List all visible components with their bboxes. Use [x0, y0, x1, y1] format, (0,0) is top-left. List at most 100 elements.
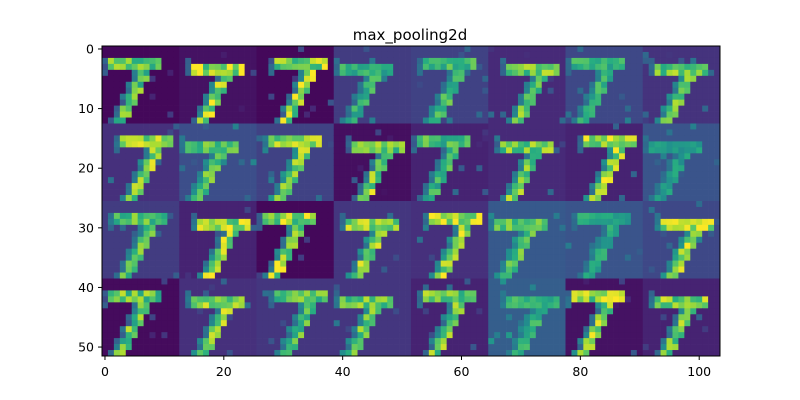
heatmap-cell	[369, 69, 376, 77]
heatmap-cell	[345, 254, 352, 261]
heatmap-cell	[179, 332, 186, 339]
heatmap-cell	[411, 326, 418, 333]
heatmap-cell	[357, 201, 364, 208]
heatmap-cell	[434, 46, 442, 53]
heatmap-cell	[559, 117, 566, 124]
heatmap-cell	[577, 75, 584, 83]
heatmap-cell	[613, 75, 620, 83]
heatmap-cell	[488, 111, 495, 118]
heatmap-cell	[339, 177, 346, 184]
heatmap-cell	[458, 183, 465, 190]
heatmap-cell	[381, 165, 388, 172]
heatmap-cell	[547, 87, 554, 95]
heatmap-cell	[167, 57, 174, 65]
heatmap-cell	[482, 224, 489, 232]
heatmap-cell	[470, 332, 477, 339]
heatmap-cell	[262, 75, 269, 83]
heatmap-cell	[131, 296, 138, 303]
heatmap-cell	[387, 63, 394, 71]
heatmap-cell	[512, 141, 519, 148]
heatmap-cell	[345, 51, 352, 59]
heatmap-cell	[565, 159, 572, 166]
heatmap-cell	[208, 165, 216, 172]
heatmap-cell	[191, 69, 198, 77]
heatmap-cell	[488, 260, 495, 267]
heatmap-cell	[339, 51, 346, 59]
heatmap-cell	[309, 141, 317, 148]
heatmap-cell	[678, 46, 685, 53]
heatmap-cell	[155, 224, 162, 232]
heatmap-cell	[660, 165, 667, 172]
heatmap-cell	[214, 308, 222, 315]
heatmap-cell	[458, 332, 465, 339]
heatmap-cell	[618, 177, 626, 184]
heatmap-cell	[666, 51, 673, 59]
heatmap-cell	[238, 224, 245, 232]
heatmap-cell	[428, 129, 436, 136]
heatmap-cell	[107, 260, 115, 267]
heatmap-cell	[137, 260, 144, 267]
heatmap-cell	[601, 183, 608, 190]
heatmap-cell	[107, 183, 115, 190]
heatmap-cell	[571, 242, 578, 250]
heatmap-cell	[357, 260, 364, 267]
heatmap-cell	[244, 57, 251, 65]
heatmap-cell	[286, 129, 293, 136]
heatmap-cell	[131, 105, 138, 112]
heatmap-cell	[369, 332, 376, 339]
heatmap-cell	[506, 206, 513, 214]
heatmap-cell	[630, 141, 638, 148]
heatmap-cell	[642, 99, 650, 106]
heatmap-cell	[167, 242, 174, 250]
heatmap-cell	[690, 218, 697, 226]
heatmap-cell	[411, 314, 418, 321]
heatmap-cell	[690, 63, 697, 71]
heatmap-cell	[137, 75, 144, 83]
heatmap-cell	[107, 141, 115, 148]
feature-map-tile-23	[565, 201, 644, 279]
heatmap-cell	[286, 171, 293, 178]
heatmap-cell	[690, 81, 697, 89]
heatmap-cell	[119, 230, 127, 238]
heatmap-cell	[565, 147, 572, 154]
heatmap-cell	[440, 308, 447, 315]
heatmap-cell	[119, 46, 127, 53]
heatmap-cell	[630, 81, 638, 89]
heatmap-cell	[167, 177, 174, 184]
heatmap-cell	[357, 326, 364, 333]
heatmap-cell	[125, 206, 133, 214]
heatmap-cell	[387, 165, 394, 172]
heatmap-cell	[357, 105, 364, 112]
heatmap-cell	[488, 284, 495, 291]
heatmap-cell	[280, 224, 287, 232]
heatmap-cell	[137, 105, 144, 112]
heatmap-cell	[351, 290, 358, 297]
heatmap-cell	[375, 302, 382, 309]
heatmap-cell	[309, 248, 317, 255]
heatmap-cell	[553, 135, 560, 142]
heatmap-cell	[256, 105, 263, 112]
heatmap-cell	[149, 218, 156, 226]
heatmap-cell	[618, 206, 626, 214]
heatmap-cell	[327, 272, 335, 279]
heatmap-cell	[119, 254, 127, 261]
heatmap-cell	[137, 212, 144, 220]
heatmap-cell	[482, 81, 489, 89]
heatmap-cell	[476, 105, 483, 112]
heatmap-cell	[149, 230, 156, 238]
heatmap-cell	[624, 171, 632, 178]
heatmap-cell	[399, 350, 406, 357]
heatmap-cell	[648, 129, 655, 136]
heatmap-cell	[702, 206, 709, 214]
heatmap-cell	[327, 302, 335, 309]
heatmap-cell	[113, 123, 121, 130]
heatmap-cell	[125, 278, 133, 285]
heatmap-cell	[203, 51, 210, 59]
heatmap-cell	[690, 212, 697, 220]
heatmap-cell	[381, 111, 388, 118]
heatmap-cell	[309, 75, 317, 83]
heatmap-cell	[696, 111, 703, 118]
heatmap-cell	[185, 183, 192, 190]
heatmap-cell	[452, 93, 459, 100]
heatmap-cell	[298, 189, 305, 196]
